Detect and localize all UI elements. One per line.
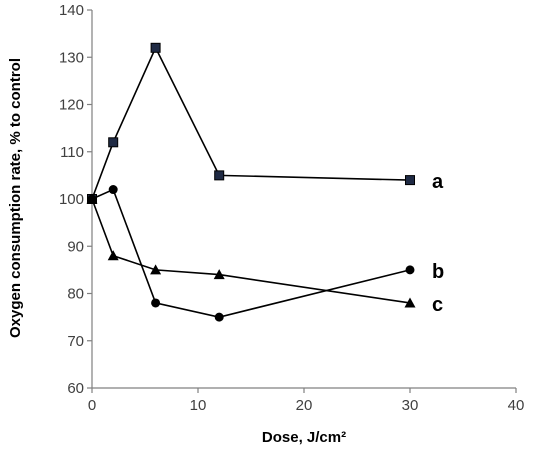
series-a-point: [405, 175, 415, 186]
series-b-point: [214, 312, 224, 322]
axes: [87, 9, 517, 393]
y-tick-label: 60: [67, 380, 84, 397]
y-tick-label: 90: [67, 238, 84, 255]
series-b-point: [151, 298, 161, 308]
x-tick-label: 40: [508, 397, 525, 414]
series-a: [87, 42, 415, 204]
series-layer: [86, 42, 416, 322]
series-a-point: [214, 170, 225, 181]
series-b-point: [405, 265, 415, 275]
y-tick-label: 70: [67, 333, 84, 350]
series-c-point: [150, 264, 162, 275]
series-c: [86, 193, 416, 308]
series-a-label: a: [432, 171, 444, 193]
x-tick-label: 20: [296, 397, 313, 414]
x-tick-label: 0: [88, 397, 96, 414]
series-b-line: [91, 188, 411, 318]
y-tick-label: 120: [59, 97, 84, 114]
y-axis-title: Oxygen consumption rate, % to control: [7, 58, 24, 338]
series-labels: a bc: [432, 171, 444, 316]
series-c-point: [404, 297, 416, 308]
series-a-point: [108, 137, 119, 148]
series-c-label: c: [432, 294, 443, 316]
x-axis-title: Dose, J/cm²: [262, 429, 346, 446]
x-tick-label: 30: [402, 397, 419, 414]
series-b-point: [108, 185, 118, 195]
series-b-label: b: [432, 261, 444, 283]
y-tick-label: 140: [59, 2, 84, 19]
series-a-point: [150, 42, 161, 53]
series-b: [87, 185, 415, 322]
series-c-point: [213, 269, 225, 280]
series-c-point: [86, 193, 98, 204]
tick-labels: 60 70 80 90 100 110 120 130 140 0 10 20 30 40: [59, 2, 524, 414]
series-a-line: [91, 45, 411, 200]
y-tick-label: 110: [60, 144, 84, 161]
series-c-point: [107, 250, 119, 261]
series-c-line: [91, 198, 411, 304]
y-tick-label: 80: [67, 286, 84, 303]
x-tick-label: 10: [190, 397, 207, 414]
y-tick-label: 100: [59, 191, 84, 208]
y-tick-label: 130: [59, 49, 84, 66]
